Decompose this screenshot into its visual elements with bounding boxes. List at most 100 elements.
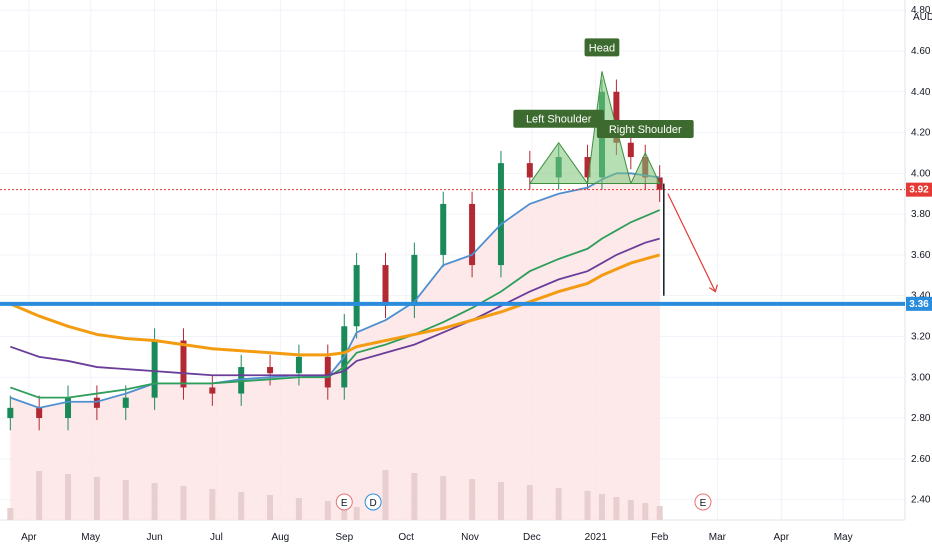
candle-body[interactable] (353, 265, 360, 327)
y-tick-label: 4.00 (911, 168, 931, 179)
event-marker[interactable] (364, 493, 382, 511)
x-tick-label: Sep (335, 532, 353, 543)
annotation-label: Head (589, 42, 615, 54)
x-tick-label: Feb (651, 532, 669, 543)
annotation-box (513, 109, 604, 128)
x-tick-label: Jun (147, 532, 163, 543)
pattern-triangle (630, 151, 661, 185)
pattern-triangle (528, 141, 589, 185)
x-tick-label: Aug (271, 532, 289, 543)
annotation-label: Right Shoulder (609, 124, 682, 136)
y-tick-label: 2.40 (911, 495, 931, 506)
volume-bar (526, 485, 533, 520)
candle-body[interactable] (238, 367, 245, 394)
volume-bar (627, 500, 634, 520)
candle-body[interactable] (469, 203, 476, 266)
y-tick-label: 4.60 (911, 46, 931, 57)
candle-body[interactable] (584, 157, 591, 178)
volume-bar (267, 495, 274, 520)
candle-body[interactable] (497, 163, 504, 266)
ma-area-fill (10, 173, 660, 521)
candle-body[interactable] (382, 265, 389, 306)
candle-body[interactable] (267, 367, 274, 374)
volume-bar (93, 477, 100, 520)
ma-line-ma3 (10, 237, 660, 377)
volume-bar (238, 492, 245, 520)
x-tick-label: Mar (709, 532, 727, 543)
volume-bar (7, 508, 14, 520)
volume-bar (151, 483, 158, 520)
candle-body[interactable] (36, 407, 43, 419)
candle-body[interactable] (7, 407, 14, 419)
last-price-tag-label: 3.92 (909, 185, 929, 196)
volume-bar (324, 501, 331, 520)
event-marker-label: E (700, 498, 707, 509)
target-arrow-head (709, 284, 718, 293)
support-tag-label: 3.36 (909, 299, 929, 310)
y-tick-label: 3.80 (911, 209, 931, 220)
volume-bar (295, 498, 302, 520)
y-tick-label: 3.00 (911, 372, 931, 383)
x-tick-label: Oct (398, 532, 414, 543)
volume-bar (36, 471, 43, 520)
candle-body[interactable] (411, 254, 418, 306)
annotation-box (596, 119, 694, 138)
last-price-tag (906, 182, 932, 197)
y-tick-label: 4.20 (911, 128, 931, 139)
volume-bar (353, 507, 360, 520)
volume-bar (598, 494, 605, 520)
y-tick-label: 4.40 (911, 87, 931, 98)
y-tick-label: 4.80 (911, 5, 931, 16)
volume-bar (642, 503, 649, 520)
volume-bar (656, 506, 663, 520)
y-tick-label: 3.60 (911, 250, 931, 261)
volume-bar (469, 479, 476, 520)
candle-body[interactable] (151, 340, 158, 398)
x-tick-label: Jul (210, 532, 223, 543)
support-tag (906, 296, 932, 311)
volume-bar (613, 497, 620, 520)
candle-body[interactable] (93, 397, 100, 408)
y-tick-label: 3.40 (911, 291, 931, 302)
candle-body[interactable] (209, 387, 216, 394)
event-marker[interactable] (335, 493, 353, 511)
ma-line-ma4 (9, 253, 661, 357)
candle-body[interactable] (613, 91, 620, 143)
x-tick-label: Apr (774, 532, 790, 543)
volume-bar (440, 476, 447, 520)
candle-body[interactable] (122, 397, 129, 408)
x-tick-label: May (834, 532, 853, 543)
volume-bar (555, 488, 562, 520)
y-tick-label: 3.20 (911, 331, 931, 342)
volume-bar (65, 474, 72, 520)
candle-body[interactable] (295, 356, 302, 374)
x-tick-label: Dec (523, 532, 541, 543)
volume-bar (584, 491, 591, 520)
candle-body[interactable] (526, 163, 533, 178)
x-tick-label: Apr (21, 532, 37, 543)
event-marker-label: E (341, 498, 348, 509)
candle-body[interactable] (65, 397, 72, 419)
target-arrow-shaft (667, 193, 716, 292)
candle-body[interactable] (440, 203, 447, 255)
y-tick-label: 2.60 (911, 454, 931, 465)
x-tick-label: Nov (461, 532, 479, 543)
ma-line-ma2 (10, 209, 661, 399)
volume-bar (497, 482, 504, 520)
currency-label: AUD (913, 12, 932, 23)
annotation-label: Left Shoulder (526, 114, 592, 126)
candle-body[interactable] (180, 340, 187, 388)
x-tick-label: 2021 (585, 532, 608, 543)
volume-bar (122, 480, 129, 520)
annotation-box (584, 38, 620, 57)
volume-bar (180, 486, 187, 520)
candle-body[interactable] (324, 356, 331, 388)
volume-bar (411, 473, 418, 520)
candle-body[interactable] (627, 142, 634, 158)
x-tick-label: May (81, 532, 100, 543)
event-marker[interactable] (694, 493, 712, 511)
event-marker-label: D (370, 498, 377, 509)
volume-bar (341, 504, 348, 520)
